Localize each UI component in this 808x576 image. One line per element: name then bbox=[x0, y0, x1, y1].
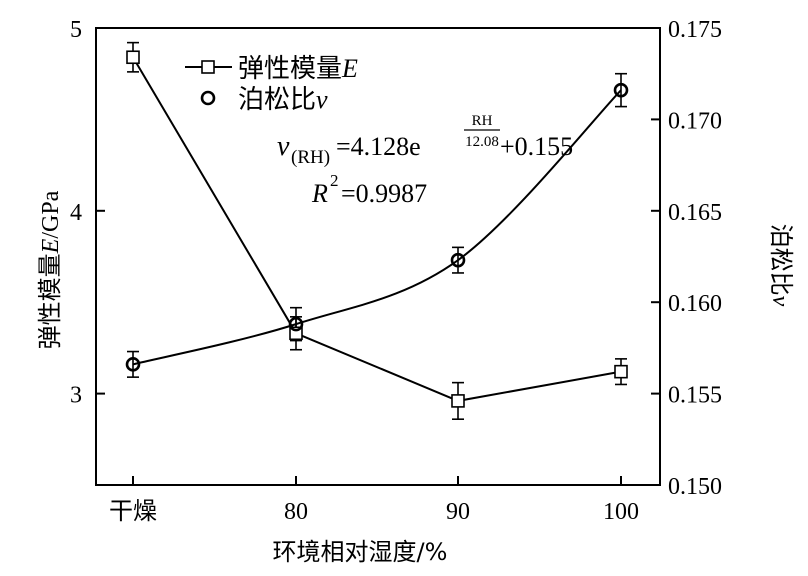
equation-exp-denominator: 12.08 bbox=[465, 134, 499, 150]
r-squared-annotation: R 2 =0.9987 bbox=[311, 171, 427, 208]
r2-var: R bbox=[311, 179, 328, 208]
equation-annotation: ν (RH) =4.128e RH 12.08 +0.155 bbox=[277, 113, 573, 168]
equation-exp-numerator: RH bbox=[472, 113, 493, 129]
equation-main: =4.128e bbox=[336, 132, 421, 161]
legend-circle-marker bbox=[200, 90, 216, 106]
x-tick-label: 干燥 bbox=[109, 497, 157, 525]
right-tick-label: 0.150 bbox=[668, 474, 722, 500]
right-axis-ticks: 0.150 0.155 0.160 0.165 0.170 0.175 bbox=[651, 17, 722, 500]
right-tick-label: 0.160 bbox=[668, 291, 722, 317]
poisson-point bbox=[125, 357, 141, 372]
x-axis-title: 环境相对湿度/% bbox=[273, 538, 448, 566]
right-tick-label: 0.175 bbox=[668, 17, 722, 43]
x-tick-label: 100 bbox=[603, 499, 639, 525]
right-tick-label: 0.170 bbox=[668, 108, 722, 134]
left-tick-label: 5 bbox=[70, 17, 82, 43]
x-tick-label: 80 bbox=[284, 499, 308, 525]
equation-var: ν bbox=[277, 131, 290, 162]
right-tick-label: 0.155 bbox=[668, 383, 722, 409]
left-axis-title: 弹性模量E/GPa bbox=[36, 190, 64, 349]
legend-square-marker bbox=[201, 60, 215, 74]
x-tick-label: 90 bbox=[446, 499, 470, 525]
modulus-point bbox=[126, 50, 140, 65]
x-axis-ticks: 干燥 80 90 100 bbox=[109, 476, 639, 525]
left-tick-label: 4 bbox=[70, 200, 82, 226]
legend-label-modulus: 弹性模量E bbox=[238, 54, 358, 84]
poisson-point bbox=[450, 252, 466, 268]
poisson-point bbox=[613, 82, 629, 98]
left-tick-label: 3 bbox=[70, 383, 82, 409]
modulus-point bbox=[451, 394, 465, 408]
r2-superscript: 2 bbox=[330, 171, 339, 190]
right-tick-label: 0.165 bbox=[668, 200, 722, 226]
equation-subscript: (RH) bbox=[291, 147, 330, 168]
poisson-point bbox=[288, 316, 304, 332]
legend-label-poisson: 泊松比ν bbox=[238, 85, 328, 115]
left-axis-ticks: 3 4 5 bbox=[70, 17, 105, 409]
legend: 弹性模量E 泊松比ν bbox=[185, 54, 358, 115]
modulus-series-line bbox=[132, 56, 622, 402]
series-layer bbox=[125, 41, 629, 420]
r2-value: =0.9987 bbox=[341, 179, 427, 208]
modulus-point bbox=[614, 364, 628, 379]
plot-frame bbox=[95, 27, 661, 486]
equation-tail: +0.155 bbox=[500, 132, 573, 161]
right-axis-title: 泊松比ν bbox=[767, 224, 795, 307]
poisson-series-curve bbox=[132, 89, 622, 366]
